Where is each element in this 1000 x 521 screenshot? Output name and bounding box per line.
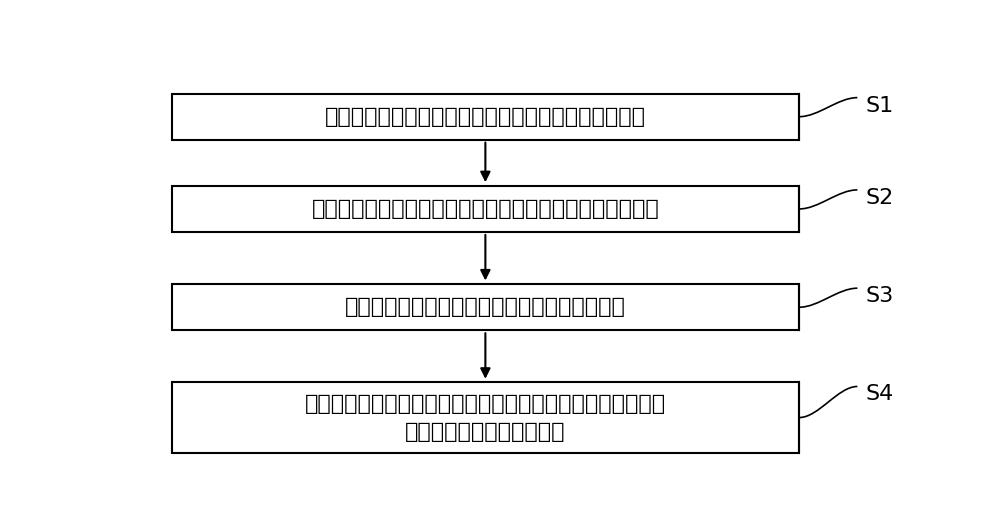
Bar [172, 186, 799, 232]
Text: S2: S2 [865, 188, 893, 208]
Text: 根据频率变化特征值，判断超声刀的各阶段进程: 根据频率变化特征值，判断超声刀的各阶段进程 [345, 297, 626, 317]
Text: S4: S4 [865, 384, 893, 404]
Text: S3: S3 [865, 286, 893, 306]
Text: 根据所得的频率值数据进行函数运算，得到频率变化特征值: 根据所得的频率值数据进行函数运算，得到频率变化特征值 [312, 199, 659, 219]
Bar [172, 284, 799, 330]
Text: S1: S1 [865, 96, 893, 116]
Text: 判断超声刀达到组织剪切结束点，并在该时间点降低超声刀控
制电流并产生结束剪切提示: 判断超声刀达到组织剪切结束点，并在该时间点降低超声刀控 制电流并产生结束剪切提示 [305, 393, 666, 442]
Bar [172, 94, 799, 140]
Text: 获取超声刀实时的工作频率值数据，形成频率变化曲线: 获取超声刀实时的工作频率值数据，形成频率变化曲线 [325, 107, 646, 127]
Bar [172, 382, 799, 453]
